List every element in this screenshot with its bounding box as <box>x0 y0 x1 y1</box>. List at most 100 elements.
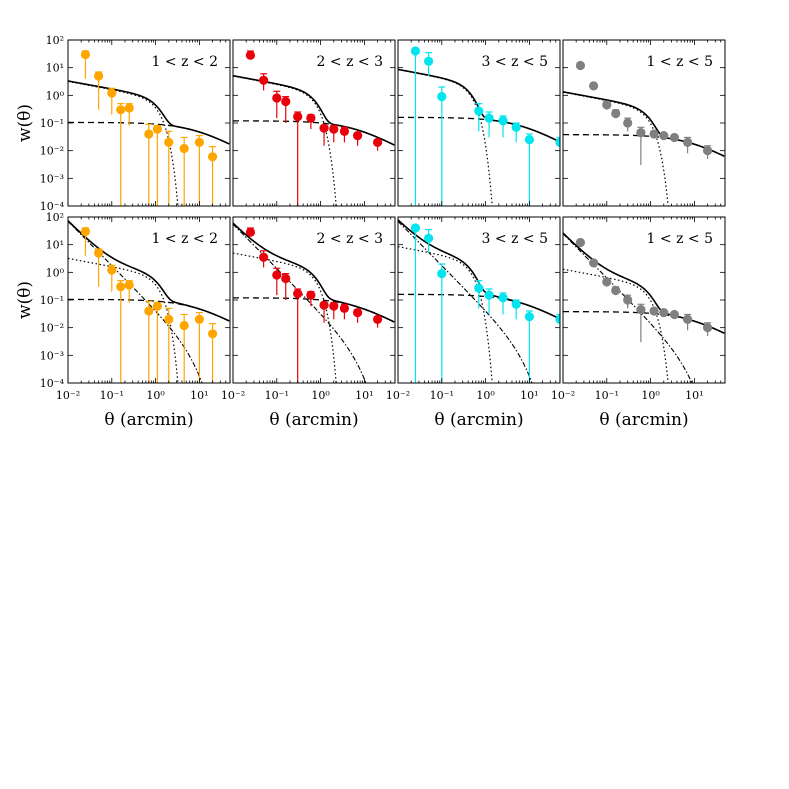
data-point <box>410 223 421 233</box>
panel-redshift-label: 3 < z < 5 <box>482 54 548 70</box>
total-model-curve <box>563 91 725 157</box>
two-halo-curve <box>233 297 395 323</box>
panel-plot-area <box>398 46 560 206</box>
data-point <box>107 265 117 275</box>
panel-plot-area <box>398 219 560 383</box>
total-model-curve <box>68 80 230 145</box>
y-tick-label: 10⁻¹ <box>40 294 64 307</box>
x-tick-label: 10¹ <box>685 389 703 402</box>
x-tick-label: 10⁻¹ <box>265 389 289 402</box>
data-point <box>116 282 126 292</box>
data-point <box>702 146 713 156</box>
data-point <box>164 137 174 147</box>
data-point <box>306 290 316 300</box>
data-point <box>306 113 316 123</box>
x-tick-label: 10¹ <box>520 389 538 402</box>
data-point <box>272 93 282 103</box>
data-point <box>636 127 646 138</box>
dash-dot-curve <box>398 220 533 383</box>
total-model-curve <box>233 222 395 323</box>
x-tick-label: 10⁻¹ <box>430 389 454 402</box>
x-tick-label: 10⁰ <box>311 389 330 402</box>
data-point <box>484 113 494 123</box>
data-point <box>124 280 134 290</box>
total-model-curve <box>68 220 230 322</box>
data-point <box>94 71 104 81</box>
x-tick-label: 10⁻² <box>386 389 410 402</box>
data-point <box>589 81 599 91</box>
panel-plot-area <box>563 232 725 383</box>
data-point <box>144 129 154 139</box>
data-point <box>259 252 269 262</box>
data-point <box>623 295 633 305</box>
total-model-curve <box>233 74 395 146</box>
data-point <box>524 312 534 322</box>
x-tick-label: 10⁻¹ <box>100 389 124 402</box>
y-tick-label: 10⁻³ <box>40 172 64 185</box>
y-tick-label: 10¹ <box>46 62 64 75</box>
x-tick-label: 10¹ <box>355 389 373 402</box>
data-point <box>669 309 680 320</box>
data-point <box>152 124 163 134</box>
data-point <box>683 314 693 324</box>
data-point <box>319 123 329 133</box>
data-point <box>410 46 421 56</box>
y-axis-title: w(θ) <box>15 281 35 319</box>
panel-redshift-label: 1 < z < 5 <box>647 54 713 70</box>
panel-redshift-label: 2 < z < 3 <box>317 54 383 70</box>
data-point <box>259 75 269 85</box>
data-point <box>498 293 508 303</box>
data-point <box>281 273 291 284</box>
y-tick-label: 10¹ <box>46 239 64 252</box>
data-point <box>353 308 363 318</box>
data-point <box>80 49 91 60</box>
data-point <box>144 306 154 316</box>
x-axis-title: θ (arcmin) <box>269 410 358 430</box>
data-point <box>702 323 713 333</box>
one-halo-curve <box>563 268 669 383</box>
panel-r2-c4: 1 < z < 5 10⁻² 10⁻¹ 10⁰ 10¹ θ (arcmin) <box>551 216 726 430</box>
data-point <box>293 112 303 122</box>
data-point <box>555 137 560 147</box>
y-tick-label: 10⁰ <box>46 266 65 279</box>
panel-plot-area <box>233 222 395 383</box>
data-point <box>372 314 383 324</box>
data-point <box>437 91 447 102</box>
data-point <box>611 285 621 296</box>
data-point <box>207 329 218 339</box>
dash-dot-curve <box>233 223 367 383</box>
data-point <box>474 106 484 116</box>
data-point <box>424 233 434 243</box>
panel-redshift-label: 3 < z < 5 <box>482 231 548 247</box>
data-point <box>424 56 434 66</box>
x-tick-label: 10⁻² <box>221 389 245 402</box>
y-tick-label: 10⁻⁴ <box>40 200 65 213</box>
data-point <box>353 131 363 141</box>
data-point <box>245 227 256 237</box>
x-tick-label: 10⁰ <box>476 389 495 402</box>
y-tick-label: 10⁻³ <box>40 349 64 362</box>
data-point <box>623 118 633 128</box>
data-point <box>498 116 508 126</box>
x-tick-label: 10⁻² <box>551 389 575 402</box>
panel-r1-c2: 2 < z < 3 <box>232 39 396 207</box>
data-point <box>372 137 383 147</box>
data-point <box>245 50 256 60</box>
data-point <box>484 290 494 300</box>
data-point <box>649 306 659 316</box>
panel-redshift-label: 1 < z < 2 <box>152 231 218 247</box>
panel-plot-area <box>563 60 725 206</box>
data-point <box>659 308 669 318</box>
data-point <box>319 300 329 310</box>
data-point <box>602 277 612 287</box>
data-point <box>281 96 291 107</box>
x-axis-title: θ (arcmin) <box>434 410 523 430</box>
panel-plot-area <box>233 50 395 206</box>
data-point <box>94 248 104 258</box>
x-tick-label: 10⁻¹ <box>595 389 619 402</box>
two-halo-curve <box>233 120 395 146</box>
panel-r1-c3: 3 < z < 5 <box>397 39 561 207</box>
data-point <box>179 320 189 331</box>
panel-plot-area <box>68 220 230 383</box>
data-point <box>636 304 646 315</box>
